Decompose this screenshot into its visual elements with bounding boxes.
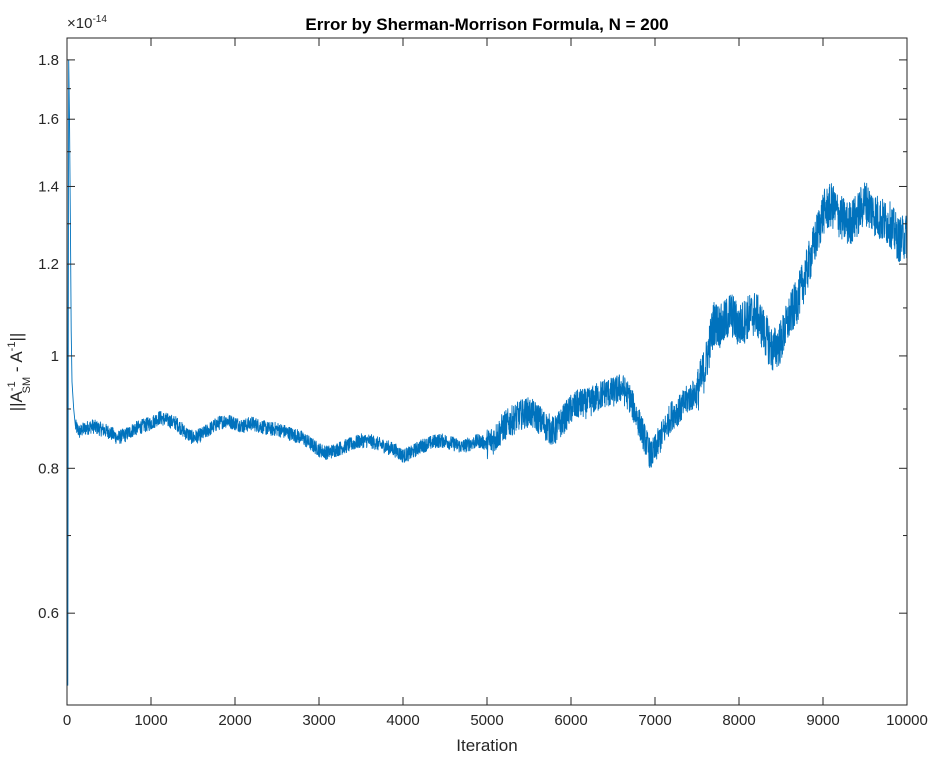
x-tick-label: 3000 [302,712,335,729]
y-exponent-label: ×10-14 [67,14,107,32]
y-axis-label-sup2: -1 [6,342,18,352]
y-axis-label: ||A-1 SM - A-1|| [6,333,33,412]
y-tick-label: 1.4 [38,178,59,195]
y-axis-label-sup1: -1 [6,381,18,391]
series-layer [67,46,907,686]
plot-area [67,38,907,705]
plot-frame [66,37,908,706]
y-exponent-power: -14 [92,14,107,25]
y-tick-labels: 0.6 0.8 1 1.2 1.4 1.6 1.8 [38,52,59,622]
x-tick-label: 10000 [886,712,928,729]
x-tick-label: 6000 [554,712,587,729]
y-tick-label: 1.6 [38,111,59,128]
x-tick-label: 5000 [470,712,503,729]
x-tick-label: 4000 [386,712,419,729]
y-tick-label: 1.8 [38,52,59,69]
y-tick-label: 1 [51,348,59,365]
y-axis-label-prefix: ||A [7,390,26,411]
x-tick-label: 1000 [134,712,167,729]
y-exponent-base: ×10 [67,15,92,32]
x-tick-label: 2000 [218,712,251,729]
x-tick-label: 7000 [638,712,671,729]
y-tick-label: 0.6 [38,605,59,622]
y-axis-label-suffix: || [7,333,26,342]
chart-title: Error by Sherman-Morrison Formula, N = 2… [305,15,668,34]
x-tick-labels: 0 1000 2000 3000 4000 5000 6000 7000 8000 9000 100… [63,712,928,729]
series-line [67,46,907,686]
x-tick-label: 0 [63,712,71,729]
y-axis-label-middle: - A [7,351,26,377]
y-tick-label: 0.8 [38,460,59,477]
x-tick-label: 9000 [806,712,839,729]
x-axis-label: Iteration [456,736,517,755]
y-axis-label-sub1: SM [21,377,33,394]
y-tick-label: 1.2 [38,256,59,273]
x-tick-label: 8000 [722,712,755,729]
